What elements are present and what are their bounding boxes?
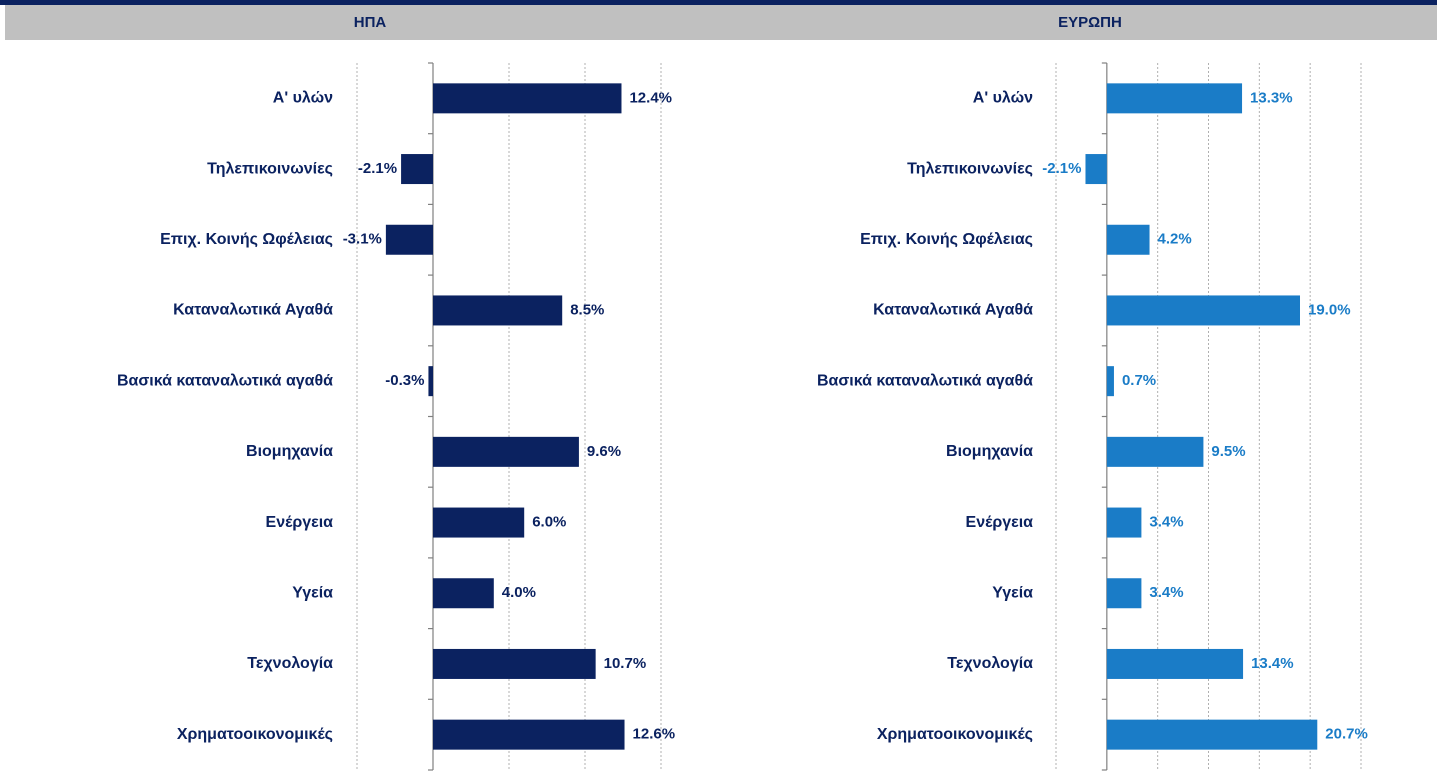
bar [401, 154, 433, 185]
value-label: -2.1% [358, 160, 397, 177]
category-label: Βιομηχανία [246, 443, 333, 460]
value-label: -2.1% [1042, 160, 1081, 177]
category-label: Ενέργεια [266, 514, 334, 531]
value-label: 12.6% [633, 726, 676, 743]
bar [1106, 224, 1150, 255]
category-label: Α' υλών [273, 90, 333, 107]
category-label: Τηλεπικοινωνίες [207, 160, 333, 177]
category-label: Τεχνολογία [247, 655, 333, 672]
bar [1106, 83, 1243, 114]
category-label: Χρηματοοικονομικές [177, 726, 333, 743]
bar [433, 578, 494, 609]
header-band [5, 5, 1437, 40]
category-label: Ενέργεια [966, 514, 1034, 531]
value-label: 0.7% [1122, 372, 1156, 389]
category-label: Τηλεπικοινωνίες [907, 160, 1033, 177]
category-label: Επιχ. Κοινής Ωφέλειας [160, 231, 333, 248]
value-label: 13.4% [1251, 655, 1294, 672]
bar [1106, 719, 1318, 750]
category-label: Τεχνολογία [947, 655, 1033, 672]
value-label: 4.0% [502, 584, 536, 601]
value-label: 9.6% [587, 443, 621, 460]
value-label: 19.0% [1308, 301, 1351, 318]
category-label: Βασικά καταναλωτικά αγαθά [117, 372, 333, 389]
category-label: Υγεία [992, 584, 1033, 601]
category-label: Βασικά καταναλωτικά αγαθά [817, 372, 1033, 389]
category-label: Καταναλωτικά Αγαθά [873, 302, 1033, 319]
category-label: Επιχ. Κοινής Ωφέλειας [860, 231, 1033, 248]
value-label: 13.3% [1250, 89, 1293, 106]
value-label: 9.5% [1211, 443, 1245, 460]
value-label: 12.4% [629, 89, 672, 106]
bar [433, 295, 563, 326]
chart-title: ΕΥΡΩΠΗ [1058, 14, 1122, 31]
bar [385, 224, 433, 255]
value-label: 3.4% [1149, 584, 1183, 601]
bar [1106, 366, 1114, 397]
value-label: -3.1% [343, 231, 382, 248]
bar [433, 719, 625, 750]
chart-title: ΗΠΑ [354, 14, 387, 31]
value-label: 4.2% [1158, 231, 1192, 248]
value-label: 6.0% [532, 514, 566, 531]
top-stripe [0, 0, 1437, 5]
bar [1106, 436, 1204, 467]
bar [1106, 648, 1244, 679]
category-label: Βιομηχανία [946, 443, 1033, 460]
value-label: 3.4% [1149, 514, 1183, 531]
category-label: Α' υλών [973, 90, 1033, 107]
value-label: -0.3% [385, 372, 424, 389]
bar [428, 366, 433, 397]
bar [1085, 154, 1107, 185]
category-label: Υγεία [292, 584, 333, 601]
bar [1106, 578, 1142, 609]
category-label: Καταναλωτικά Αγαθά [173, 302, 333, 319]
value-label: 10.7% [604, 655, 647, 672]
bar [433, 83, 622, 114]
bar [1106, 507, 1142, 538]
bar [433, 648, 596, 679]
bar [433, 436, 579, 467]
bar [433, 507, 525, 538]
value-label: 8.5% [570, 301, 604, 318]
bar [1106, 295, 1300, 326]
category-label: Χρηματοοικονομικές [877, 726, 1033, 743]
value-label: 20.7% [1325, 726, 1368, 743]
